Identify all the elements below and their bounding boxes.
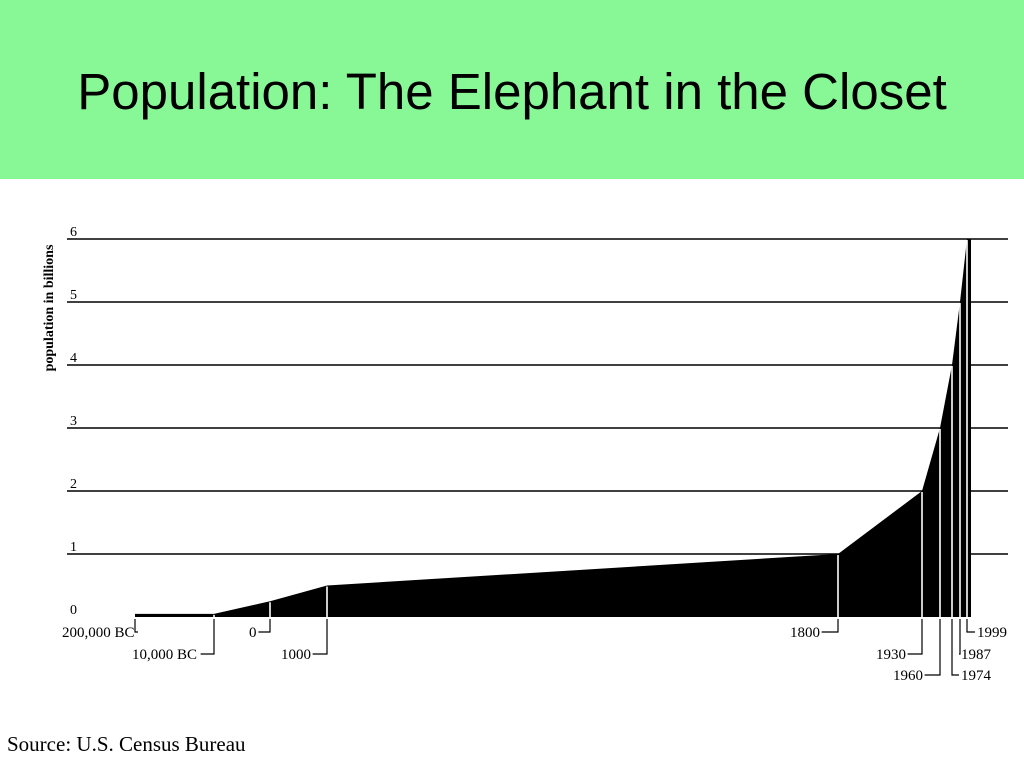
- y-tick-label: 6: [70, 225, 77, 240]
- y-axis-label: population in billions: [42, 244, 57, 371]
- x-tick-label: 1987: [961, 647, 992, 663]
- x-tick-bracket: [951, 619, 959, 676]
- x-tick-label: 1930: [876, 647, 906, 663]
- x-tick-label: 200,000 BC: [62, 625, 135, 641]
- x-tick-label: 1800: [790, 625, 820, 641]
- y-tick-label: 1: [70, 540, 77, 555]
- x-tick-bracket: [821, 619, 839, 633]
- slide-title: Population: The Elephant in the Closet: [77, 63, 947, 120]
- x-tick-bracket: [924, 619, 941, 676]
- y-tick-label: 5: [70, 288, 77, 303]
- y-tick-label: 2: [70, 477, 77, 492]
- source-note: Source: U.S. Census Bureau: [7, 732, 246, 756]
- x-tick-label: 1999: [977, 625, 1007, 641]
- x-tick-label: 10,000 BC: [132, 647, 197, 663]
- x-tick-label: 1974: [961, 668, 992, 684]
- x-tick-bracket: [258, 619, 271, 633]
- x-tick-bracket: [200, 619, 215, 655]
- x-tick-bracket: [966, 619, 975, 633]
- title-banner: [0, 0, 1024, 179]
- x-tick-bracket: [959, 619, 961, 655]
- x-tick-label: 1000: [281, 647, 311, 663]
- population-area: [135, 239, 971, 617]
- y-tick-label: 3: [70, 414, 77, 429]
- population-chart: 0 1 2 3 4 5 6 200,000 BC 10,000 BC 0 1000 1800 1930…: [42, 225, 1008, 684]
- x-tick-bracket: [907, 619, 923, 655]
- x-tick-bracket: [312, 619, 328, 655]
- x-tick-label: 0: [249, 625, 257, 641]
- x-tick-bracket: [134, 619, 138, 633]
- y-tick-label: 0: [70, 603, 77, 618]
- y-tick-label: 4: [70, 351, 77, 366]
- x-tick-label: 1960: [893, 668, 923, 684]
